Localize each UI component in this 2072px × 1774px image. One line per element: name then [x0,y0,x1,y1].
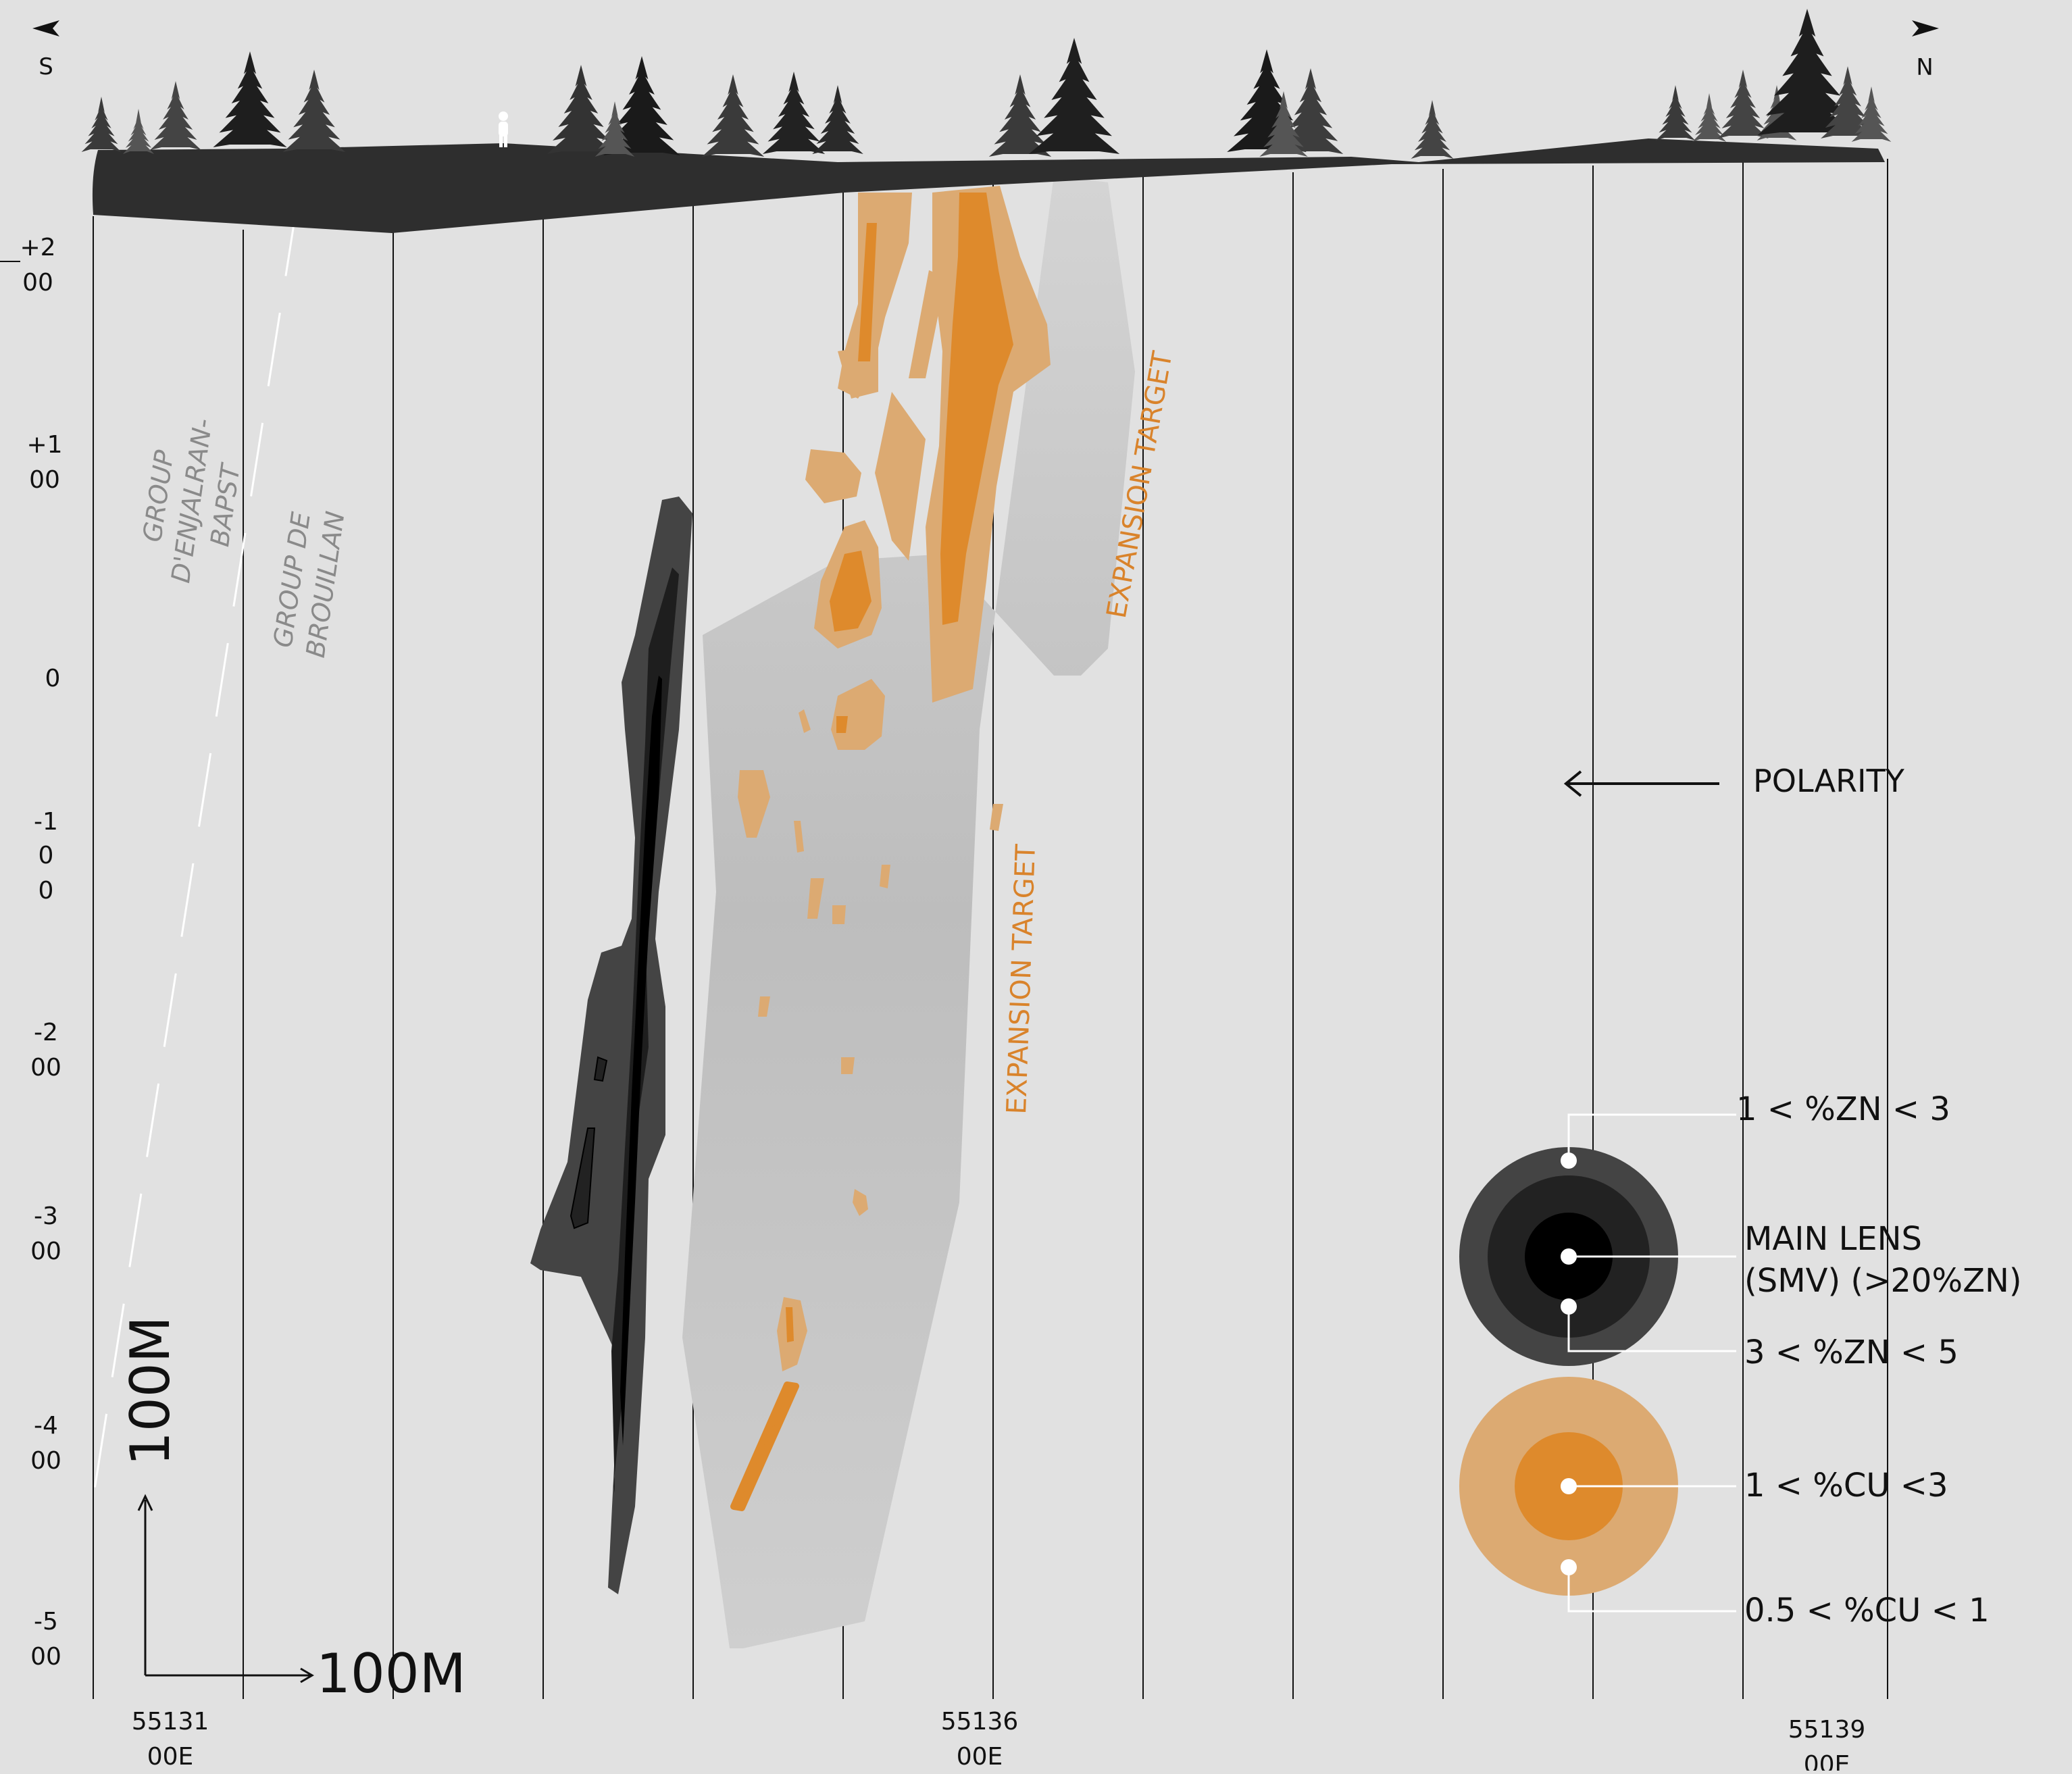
zn-core [620,676,662,1446]
elev-label-top: -1 [34,808,58,836]
elev-label-bottom: 00 [30,1447,61,1475]
geology-group-brouillan: GROUP DE BROUILLAN [268,509,350,659]
tree [1717,70,1769,138]
compass-south: S [32,20,59,80]
arrow-right-icon [1912,20,1939,36]
north-label: N [1916,52,1933,79]
ground-surface [92,138,1885,233]
elev-label-bottom: 00 [29,466,60,494]
tree [282,70,346,152]
tree [213,51,287,147]
elev-label-bottom: 00 [22,269,53,297]
elevation-axis: +2 00 +1 00 0 -1 0 0 -2 00 -3 00 -4 00 -… [0,234,63,1671]
tree [595,101,635,157]
polarity-indicator: POLARITY [1563,763,1905,799]
tree [122,109,155,154]
south-label: S [39,53,53,80]
tree [1851,86,1892,142]
legend-zn-low-label: 1 < %ZN < 3 [1736,1090,1950,1128]
elev-label-top: 0 [45,665,61,692]
legend: 1 < %ZN < 3 MAIN LENS (SMV) (>20%ZN) 3 <… [1459,1090,2022,1629]
tree [1028,38,1120,154]
tree-line [81,9,1892,159]
scale-vertical-label: 100M [119,1316,182,1466]
elev-label-top: +1 [26,431,62,459]
person-figure [499,111,508,147]
easting-label-top: 55131 [132,1708,209,1735]
scale-horizontal-label: 100M [316,1642,466,1705]
tree [547,65,615,154]
geology-group-enjalran: GROUP D'ENJALRAN- BAPST [137,417,246,585]
elev-label-top: -3 [34,1202,58,1230]
tree [1757,9,1857,135]
scale-bar [137,1494,314,1683]
elev-label-top: -4 [34,1412,58,1440]
tree [1655,85,1696,141]
cu-high-grade-bodies [730,193,1013,1511]
tree [812,85,863,154]
easting-label-top: 55139 [1788,1716,1866,1744]
easting-label-bottom: 00E [1804,1751,1850,1771]
easting-label-bottom: 00E [147,1743,194,1771]
elev-label-mid: 0 [39,842,54,869]
legend-cu-low-label: 0.5 < %CU < 1 [1744,1592,1990,1629]
tree [1411,100,1454,159]
elev-label-bottom: 00 [30,1054,61,1082]
tree [1692,93,1727,142]
geology-label-line: BAPST [205,461,246,549]
polarity-label: POLARITY [1753,763,1905,799]
legend-main-lens-label: MAIN LENS [1744,1220,1922,1258]
tree [701,74,765,157]
elev-label-bottom: 0 [39,877,54,905]
expansion-target-lower-label: EXPANSION TARGET [1001,843,1042,1115]
elev-label-top: -2 [34,1019,58,1046]
tree [81,97,122,152]
legend-cu-high-label: 1 < %CU <3 [1744,1467,1948,1504]
elev-label-top: +2 [20,234,55,261]
arrow-left-icon [32,20,59,36]
expansion-target-zone [682,176,1135,1648]
compass-north: N [1912,20,1939,79]
tree [150,81,201,150]
easting-label-bottom: 00E [957,1743,1003,1771]
tree [762,72,826,154]
elev-label-bottom: 00 [30,1643,61,1671]
arrow-left-icon [1563,770,1582,797]
easting-axis: 55131 00E 55136 00E 55139 00E [132,1708,1866,1774]
elev-label-top: -5 [34,1608,58,1636]
tree [988,74,1052,157]
elev-label-bottom: 00 [30,1238,61,1265]
legend-main-lens-sub-label: (SMV) (>20%ZN) [1744,1262,2022,1300]
zn-main-lens [530,497,692,1594]
legend-zn-mid-label: 3 < %ZN < 5 [1744,1334,1959,1371]
easting-label-top: 55136 [941,1708,1019,1735]
tree [1821,66,1875,138]
geology-label-line: D'ENJALRAN- [166,417,218,585]
tree [1259,91,1308,157]
geologic-contact-line [91,202,299,1507]
